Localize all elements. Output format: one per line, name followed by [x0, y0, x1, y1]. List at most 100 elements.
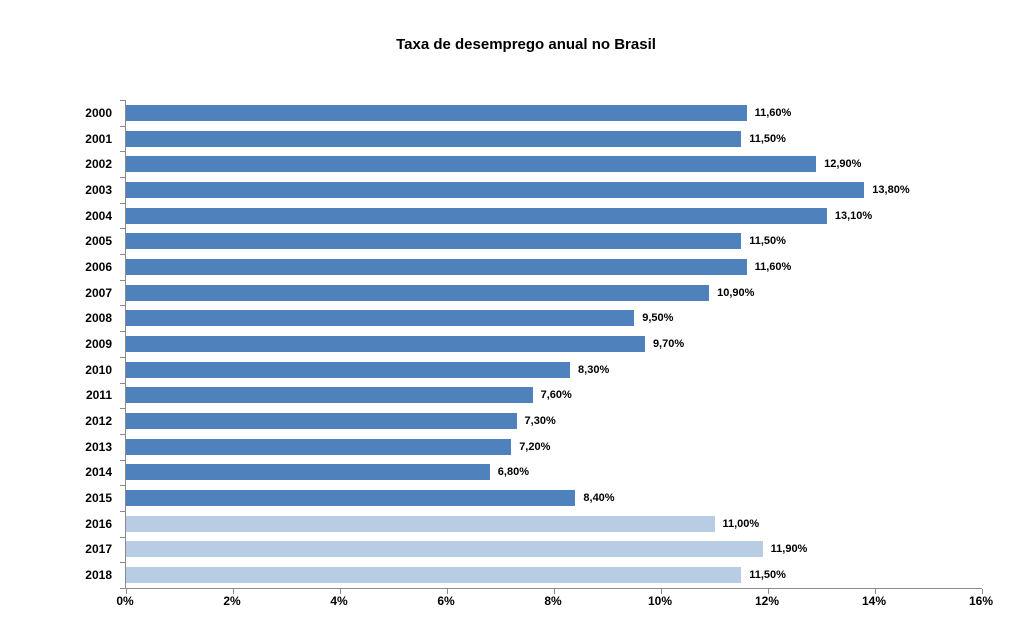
bar — [126, 412, 517, 429]
year-label: 2007 — [85, 285, 112, 300]
bar — [126, 541, 763, 558]
year-label: 2003 — [85, 182, 112, 197]
bar-row: 2001 11,50% — [85, 126, 982, 152]
bar-row: 2000 11,60% — [85, 100, 982, 126]
bar-row: 2007 10,90% — [85, 280, 982, 306]
year-label: 2014 — [85, 465, 112, 480]
x-tick-label: 14% — [861, 594, 887, 608]
bar-row: 2013 7,20% — [85, 434, 982, 460]
x-axis-tick — [233, 589, 234, 594]
bar — [126, 130, 742, 147]
year-label: 2012 — [85, 413, 112, 428]
plot-area: 2000 11,60% 2001 11,50% 2002 12,90% 2003… — [85, 100, 983, 594]
x-axis-tick — [340, 589, 341, 594]
y-axis-tick — [120, 279, 126, 281]
y-axis-tick — [120, 202, 126, 204]
x-tick-label: 16% — [968, 594, 994, 608]
y-axis-tick — [120, 305, 126, 307]
y-axis-tick — [120, 433, 126, 435]
bar-row: 2012 7,30% — [85, 408, 982, 434]
bar-row: 2008 9,50% — [85, 305, 982, 331]
year-label: 2005 — [85, 234, 112, 249]
value-label: 11,90% — [770, 543, 808, 556]
bar-row: 2014 6,80% — [85, 459, 982, 485]
value-label: 12,90% — [824, 158, 862, 171]
y-axis-tick — [120, 331, 126, 333]
bar — [126, 104, 747, 121]
bar-row: 2002 12,90% — [85, 151, 982, 177]
y-axis-tick — [120, 177, 126, 179]
bar — [126, 387, 533, 404]
chart-title: Taxa de desemprego anual no Brasil — [396, 36, 656, 53]
year-label: 2018 — [85, 567, 112, 582]
value-label: 7,60% — [540, 389, 572, 402]
year-label: 2017 — [85, 542, 112, 557]
bar — [126, 207, 827, 224]
value-label: 11,60% — [754, 260, 792, 273]
bar-row: 2006 11,60% — [85, 254, 982, 280]
y-axis-tick — [120, 510, 126, 512]
value-label: 8,40% — [583, 491, 615, 504]
bar-row: 2005 11,50% — [85, 228, 982, 254]
bar-row: 2010 8,30% — [85, 357, 982, 383]
value-label: 11,60% — [754, 106, 792, 119]
x-axis-tick — [554, 589, 555, 594]
bar-row: 2015 8,40% — [85, 485, 982, 511]
x-tick-label: 12% — [754, 594, 780, 608]
x-axis-tick — [982, 589, 983, 594]
y-axis-tick — [120, 485, 126, 487]
y-axis-tick — [120, 100, 126, 101]
bar — [126, 515, 715, 532]
bar-row: 2004 13,10% — [85, 203, 982, 229]
x-tick-label: 10% — [647, 594, 673, 608]
year-label: 2009 — [85, 336, 112, 351]
value-label: 11,50% — [749, 568, 786, 581]
bar — [126, 489, 576, 506]
value-label: 11,50% — [749, 132, 786, 145]
y-axis-tick — [120, 588, 126, 589]
bar — [126, 156, 817, 173]
value-label: 10,90% — [717, 286, 755, 299]
y-axis-tick — [120, 125, 126, 127]
value-label: 9,50% — [642, 312, 674, 325]
year-label: 2000 — [85, 105, 112, 120]
bar-row: 2016 11,00% — [85, 511, 982, 537]
bar — [126, 438, 512, 455]
y-axis-tick — [120, 562, 126, 564]
y-axis-tick — [120, 459, 126, 461]
value-label: 13,80% — [872, 183, 910, 196]
x-tick-label: 6% — [437, 594, 455, 608]
year-label: 2002 — [85, 157, 112, 172]
y-axis-tick — [120, 254, 126, 256]
year-label: 2004 — [85, 208, 112, 223]
y-axis-tick — [120, 151, 126, 153]
y-axis-tick — [120, 408, 126, 410]
value-label: 9,70% — [652, 337, 685, 350]
year-label: 2001 — [85, 131, 112, 146]
value-label: 7,20% — [519, 440, 551, 453]
y-axis-tick — [120, 382, 126, 384]
y-axis-tick — [120, 356, 126, 358]
x-axis-tick — [875, 589, 876, 594]
year-label: 2013 — [85, 439, 112, 454]
bar — [126, 464, 490, 481]
bar — [126, 233, 742, 250]
value-label: 7,30% — [524, 414, 556, 427]
bar — [126, 566, 742, 583]
bar — [126, 310, 635, 327]
x-tick-label: 0% — [116, 594, 134, 608]
x-axis-tick — [661, 589, 662, 594]
value-label: 11,00% — [722, 517, 760, 530]
x-axis: 0% 2% 4% 6% 8% 10% 12% 14% 16% — [116, 594, 993, 610]
bar-row: 2018 11,50% — [85, 562, 982, 588]
value-label: 13,10% — [834, 209, 873, 222]
bar — [126, 361, 571, 378]
x-axis-tick — [768, 589, 769, 594]
year-label: 2015 — [85, 490, 112, 505]
year-label: 2011 — [85, 388, 112, 403]
x-tick-label: 4% — [330, 594, 348, 608]
x-axis-tick — [126, 589, 127, 594]
bar-row: 2009 9,70% — [85, 331, 982, 357]
bar — [126, 258, 747, 275]
bar — [126, 181, 865, 198]
